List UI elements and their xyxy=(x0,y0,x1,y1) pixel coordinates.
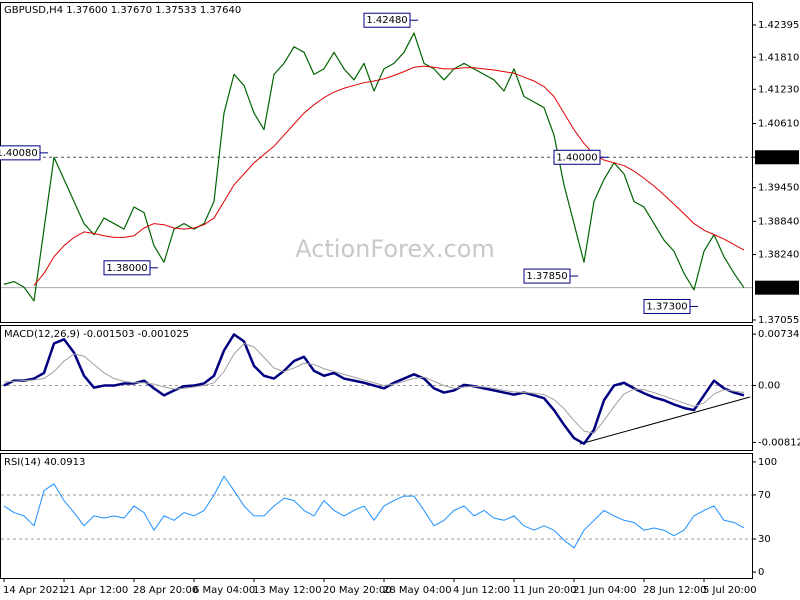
x-tick-label: 28 Apr 20:00 xyxy=(133,585,198,596)
x-tick-label: 21 Apr 12:00 xyxy=(63,585,128,596)
series-line xyxy=(3,343,745,434)
annotation-box xyxy=(523,268,571,284)
annotation-label: 1.37300 xyxy=(646,301,687,312)
x-tick-label: 21 Jun 04:00 xyxy=(573,585,637,596)
y-tick-label: 1.38840 xyxy=(758,216,799,227)
x-tick-label: 6 May 04:00 xyxy=(193,585,255,596)
last-price-box xyxy=(755,280,799,295)
x-tick-label: 14 Apr 2021 xyxy=(3,585,65,596)
y-tick-label: 1.40610 xyxy=(758,119,799,130)
rsi-title: RSI(14) 40.0913 xyxy=(4,457,85,468)
y-tick-label: 1.40000 xyxy=(758,152,799,163)
x-tick-label: 20 May 20:00 xyxy=(323,585,392,596)
y-tick-label: 0.007342 xyxy=(758,329,800,340)
y-tick-label: 1.41230 xyxy=(758,84,799,95)
annotation-box xyxy=(643,298,691,314)
y-tick-label: 1.42395 xyxy=(758,20,799,31)
series-line xyxy=(3,32,745,302)
watermark: ActionForex.com xyxy=(295,235,495,263)
chart-title: GBPUSD,H4 1.37600 1.37670 1.37533 1.3764… xyxy=(4,5,241,16)
annotation-label: 1.42480 xyxy=(366,15,407,26)
annotation-box xyxy=(553,149,601,165)
y-tick-label: 100 xyxy=(758,457,777,468)
annotation-box xyxy=(103,260,151,276)
macd-title: MACD(12,26,9) -0.001503 -0.001025 xyxy=(4,329,189,340)
y-tick-highlight xyxy=(755,150,799,165)
annotation-box xyxy=(0,145,41,161)
series-line xyxy=(3,333,745,445)
y-tick-label: -0.008126 xyxy=(758,437,800,448)
annotation-label: 1.40080 xyxy=(0,148,38,159)
x-tick-label: 28 May 04:00 xyxy=(383,585,452,596)
y-tick-label: 1.37055 xyxy=(758,315,799,326)
x-tick-label: 4 Jun 12:00 xyxy=(453,585,510,596)
x-tick-label: 13 May 12:00 xyxy=(253,585,322,596)
y-tick-label: 0.00 xyxy=(758,381,780,392)
annotation-label: 1.40000 xyxy=(556,152,597,163)
x-tick-label: 5 Jul 20:00 xyxy=(703,585,757,596)
annotation-box xyxy=(363,12,411,28)
y-tick-label: 70 xyxy=(758,490,771,501)
y-tick-label: 0 xyxy=(758,567,764,578)
trend-line xyxy=(579,396,751,445)
last-price-label: 1.37640 xyxy=(758,283,799,294)
annotation-label: 1.37850 xyxy=(526,271,567,282)
annotation-label: 1.38000 xyxy=(106,263,147,274)
x-tick-label: 28 Jun 12:00 xyxy=(643,585,707,596)
macd-panel xyxy=(0,325,753,451)
y-tick-label: 30 xyxy=(758,534,771,545)
series-line xyxy=(33,65,745,286)
y-tick-label: 1.39450 xyxy=(758,183,799,194)
y-tick-label: 1.41810 xyxy=(758,52,799,63)
y-tick-label: 1.38240 xyxy=(758,250,799,261)
x-tick-label: 11 Jun 20:00 xyxy=(513,585,577,596)
series-line xyxy=(3,475,745,549)
